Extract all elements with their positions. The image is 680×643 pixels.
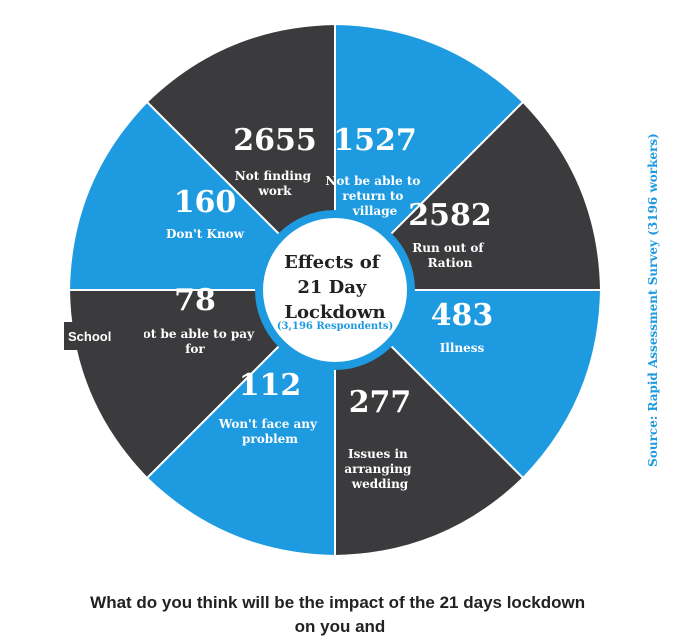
segment-label: Not finding work [235,169,315,198]
segment-label: Illness [440,341,485,355]
question: What do you think will be the impact of … [90,593,590,636]
segment [332,100,603,291]
segment [334,287,525,558]
segment-number: 2655 [233,123,317,158]
segment [67,100,338,291]
segment-number: 78 [174,283,216,318]
segment-label: Won't face any problem [218,417,321,446]
segment-number: 112 [239,368,302,403]
segment-label: Issues in arranging wedding [344,447,415,491]
segment-label: Don't Know [166,227,245,241]
center-disc [263,218,407,362]
source-note: Source: Rapid Assessment Survey (3196 wo… [646,133,660,467]
segment-label: Not be able to pay for [132,327,258,356]
segment [145,22,336,293]
segment-number: 2582 [408,198,492,233]
segment [334,22,525,293]
center-subtitle: (3,196 Respondents) [277,321,393,332]
segment-number: 160 [174,185,237,220]
center-title: Effects of 21 Day Lockdown [284,252,386,323]
segment-number: 483 [431,298,494,333]
segment [332,289,603,480]
wheel [67,22,603,558]
segment-number: 277 [349,385,412,420]
icon-text: School [68,329,111,344]
segment-label: Not be able to return to village [325,174,424,218]
segment-number: 1527 [333,123,417,158]
icon-box [64,322,144,350]
segment [145,287,336,558]
segment-label: Run out of Ration [412,241,487,270]
